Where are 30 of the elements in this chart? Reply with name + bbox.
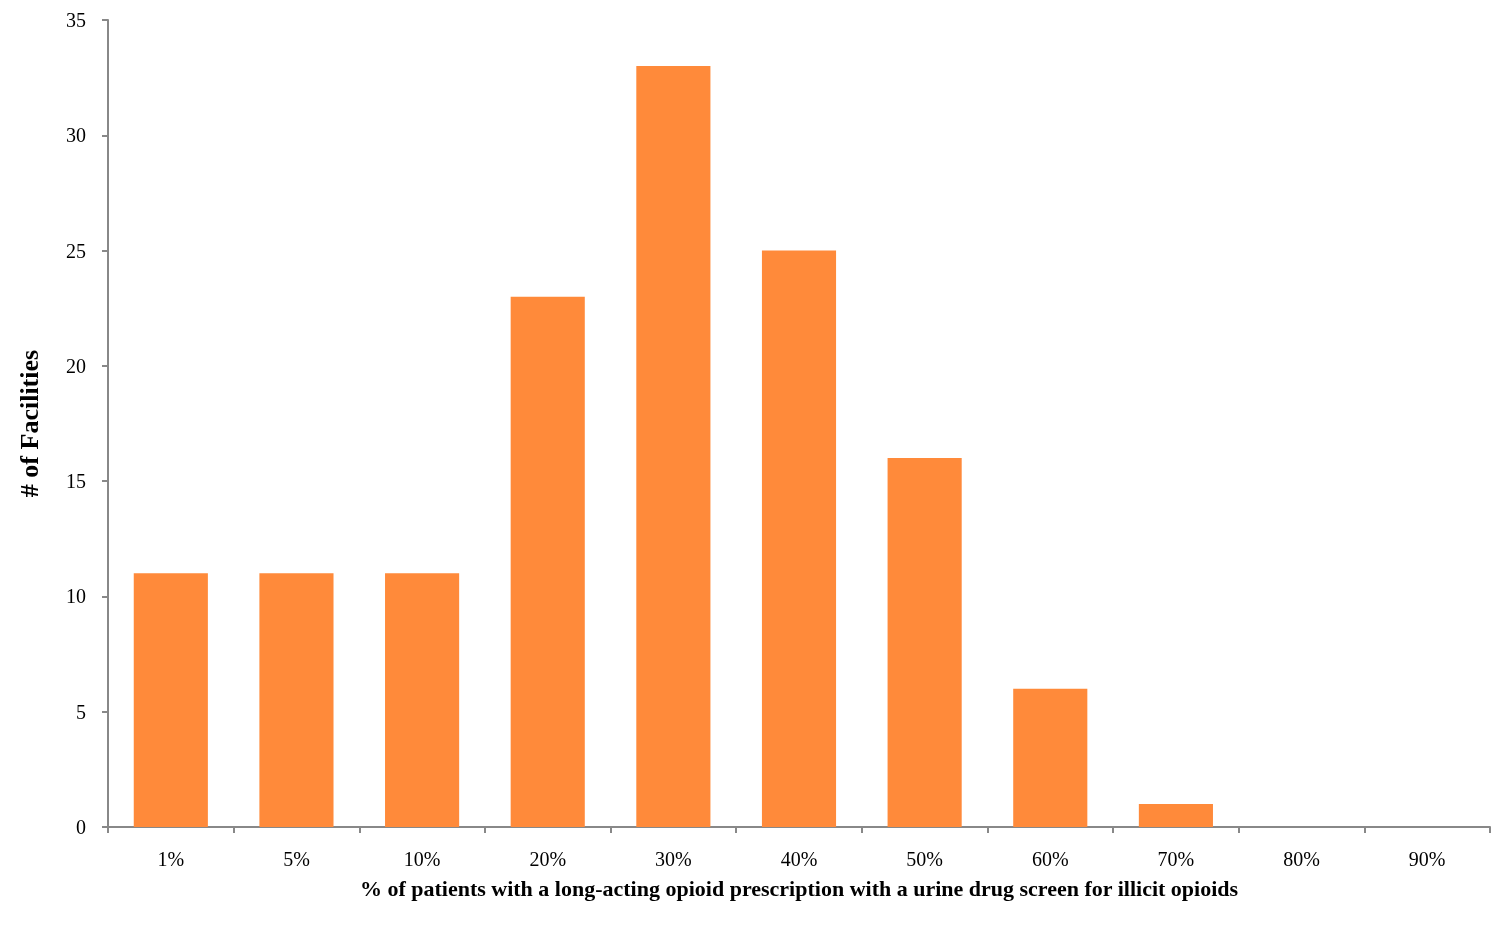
- y-axis-title: # of Facilities: [14, 349, 44, 498]
- bar: [1013, 688, 1088, 827]
- x-tick-label: 40%: [780, 848, 818, 870]
- y-tick-label: 0: [76, 816, 86, 838]
- bar: [133, 573, 208, 827]
- bar: [887, 458, 962, 827]
- x-tick-label: 5%: [283, 848, 310, 870]
- bar: [385, 573, 460, 827]
- y-tick-label: 30: [66, 124, 86, 147]
- x-tick-label: 50%: [906, 848, 943, 870]
- x-axis-title: % of patients with a long-acting opioid prescription with a urine drug screen for illicit opioids: [359, 876, 1239, 902]
- x-tick-label: 70%: [1157, 848, 1195, 870]
- x-tick-label: 90%: [1408, 848, 1446, 870]
- bar: [1138, 803, 1213, 827]
- bar: [259, 573, 334, 827]
- y-tick-label: 20: [66, 354, 86, 377]
- y-tick-label: 25: [66, 239, 86, 262]
- x-tick-label: 20%: [529, 848, 567, 870]
- x-tick-label: 80%: [1283, 848, 1320, 870]
- bar: [761, 250, 837, 827]
- bar: [510, 296, 585, 827]
- x-tick-label: 30%: [655, 848, 692, 870]
- x-tick-label: 60%: [1031, 848, 1069, 870]
- bar: [636, 66, 711, 827]
- y-tick-label: 15: [66, 470, 86, 493]
- y-tick-label: 5: [76, 700, 86, 723]
- x-tick-label: 1%: [157, 848, 185, 870]
- x-tick-label: 10%: [403, 848, 441, 870]
- y-tick-label: 35: [66, 9, 86, 31]
- y-tick-label: 10: [66, 585, 86, 608]
